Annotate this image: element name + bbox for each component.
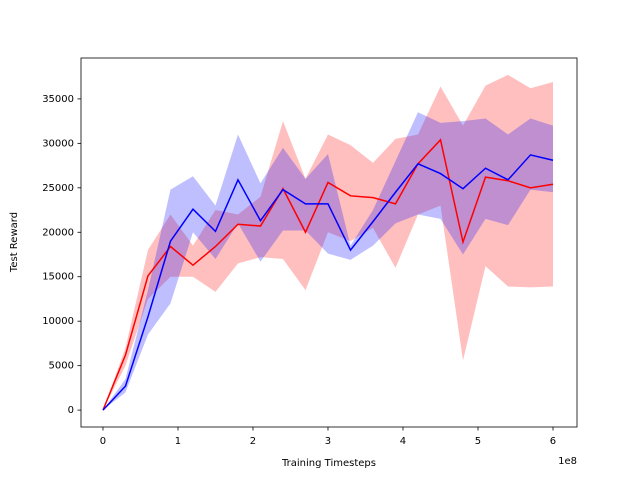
y-axis-label: Test Reward	[9, 212, 20, 273]
y-tick-label: 35000	[42, 94, 74, 105]
y-tick-label: 30000	[42, 138, 74, 149]
x-tick-label: 5	[475, 436, 481, 447]
y-tick-label: 15000	[42, 272, 74, 283]
x-axis-label: Training Timesteps	[281, 458, 376, 469]
line	[102, 154, 554, 411]
y-tick-label: 0	[68, 405, 74, 416]
y-tick-label: 10000	[42, 316, 74, 327]
y-tick-label: 25000	[42, 183, 74, 194]
band	[102, 74, 553, 411]
y-tick-label: 5000	[49, 361, 74, 372]
x-tick-label: 1	[175, 436, 181, 447]
x-tick-label: 3	[325, 436, 331, 447]
x-tick-label: 6	[550, 436, 556, 447]
x-offset-label: 1e8	[558, 456, 577, 467]
x-tick-label: 2	[250, 436, 256, 447]
y-tick-label: 20000	[42, 227, 74, 238]
x-tick-label: 0	[100, 436, 106, 447]
band	[102, 112, 553, 411]
axes-frame	[80, 57, 578, 428]
x-tick-label: 4	[400, 436, 406, 447]
line	[102, 138, 554, 411]
